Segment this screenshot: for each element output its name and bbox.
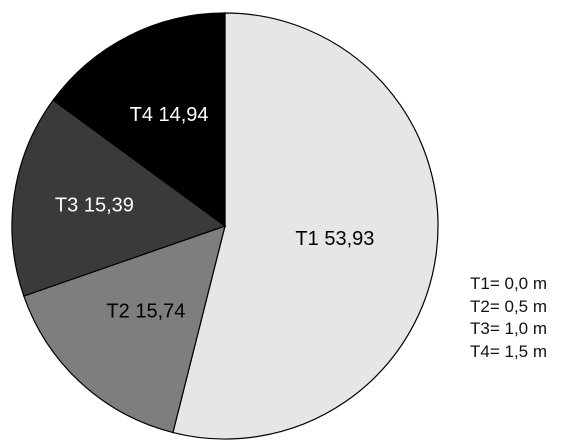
- legend-item-t1: T1= 0,0 m: [470, 274, 548, 293]
- slice-label-t2: T2 15,74: [106, 301, 185, 323]
- pie-slice-t3: [11, 99, 227, 297]
- pie-slice-t1: [172, 12, 439, 440]
- legend-item-t4: T4= 1,5 m: [470, 341, 548, 361]
- slice-label-t4: T4 14,94: [130, 104, 209, 126]
- slice-label-t3: T3 15,39: [55, 195, 134, 217]
- slice-label-t1: T1 53,93: [295, 228, 374, 250]
- pie-slice-t2: [23, 225, 226, 434]
- legend: T1= 0,0 m T2= 0,5 m T3= 1,0 m T4= 1,5 m: [470, 273, 547, 363]
- legend-item-t3: T3= 1,0 m: [470, 319, 548, 338]
- legend-item-t2: T2= 0,5 m: [470, 296, 548, 316]
- pie-slice-t4: [52, 12, 226, 228]
